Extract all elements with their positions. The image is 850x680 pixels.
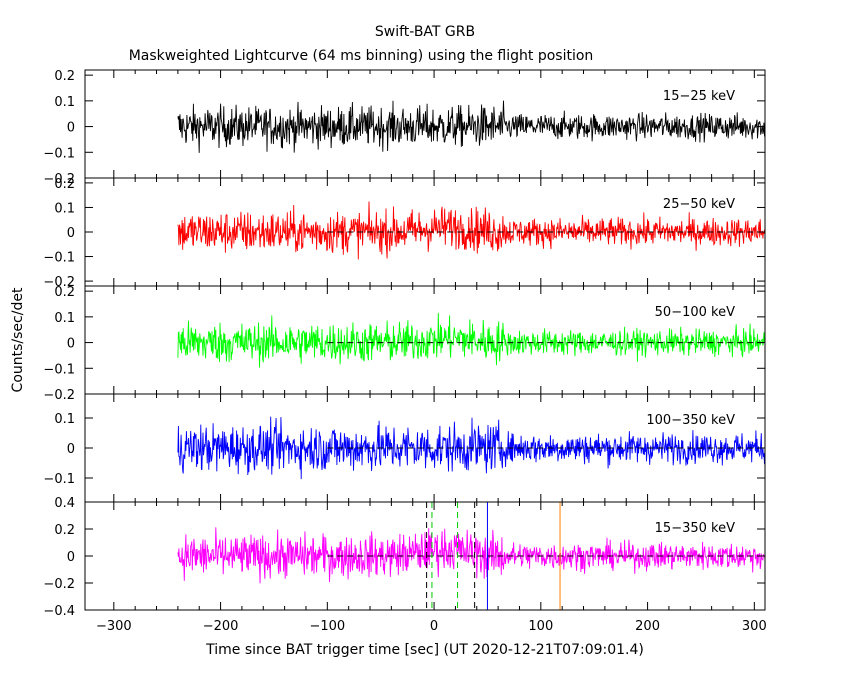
x-tick-label: 0	[430, 619, 438, 634]
y-tick-label: 0.2	[54, 285, 75, 300]
y-tick-label: −0.2	[43, 172, 75, 187]
panel-2: 0.2 0.1 0 −0.1 −0.2 25−50 keV	[43, 177, 766, 290]
panel-3: 0.2 0.1 0 −0.1 −0.2 50−100 keV	[43, 285, 766, 403]
y-axis-label: Counts/sec/det	[10, 287, 26, 392]
x-tick-label: 300	[742, 619, 767, 634]
y-tick-label: 0.4	[54, 496, 75, 511]
x-tick-label: −200	[203, 619, 239, 634]
band-label-4: 100−350 keV	[646, 413, 735, 428]
x-tick-label: 200	[635, 619, 660, 634]
chart-title: Swift-BAT GRB	[375, 24, 475, 40]
y-tick-label: −0.1	[43, 251, 75, 266]
panel-1: 0.2 0.1 0 −0.1 −0.2 15−25 keV	[43, 69, 766, 187]
y-tick-label: −0.2	[43, 577, 75, 592]
y-tick-label: −0.4	[43, 604, 75, 619]
y-tick-label: 0.1	[54, 201, 75, 216]
y-tick-label: 0.1	[54, 412, 75, 427]
y-tick-label: −0.1	[43, 146, 75, 161]
x-tick-label: 100	[528, 619, 553, 634]
y-tick-label: 0	[67, 226, 75, 241]
y-tick-label: −0.2	[43, 388, 75, 403]
x-axis-label: Time since BAT trigger time [sec] (UT 20…	[205, 642, 644, 658]
lightcurve-series-4	[177, 416, 765, 480]
x-tick-label: −100	[309, 619, 345, 634]
y-tick-label: 0	[67, 442, 75, 457]
y-tick-label: 0.1	[54, 95, 75, 110]
lightcurve-series-1	[177, 100, 765, 153]
y-tick-label: 0.2	[54, 177, 75, 192]
y-tick-label: 0.1	[54, 311, 75, 326]
band-label-1: 15−25 keV	[663, 89, 735, 104]
x-tick-label: −300	[96, 619, 132, 634]
panel-4: 0.1 0 −0.1 100−350 keV	[43, 393, 766, 503]
y-tick-label: 0	[67, 337, 75, 352]
band-label-2: 25−50 keV	[663, 197, 735, 212]
panels-group: 0.2 0.1 0 −0.1 −0.2 15−25 keV 0.2 0.1 0 −0.1 −0.2 2…	[43, 69, 766, 619]
y-tick-label: −0.1	[43, 472, 75, 487]
y-tick-label: 0.2	[54, 69, 75, 84]
y-tick-label: 0	[67, 121, 75, 136]
y-tick-label: −0.1	[43, 362, 75, 377]
band-label-3: 50−100 keV	[655, 305, 735, 320]
x-axis: −300 −200 −100 0 100 200 300	[96, 619, 767, 634]
lightcurve-series-5	[177, 527, 765, 584]
y-tick-label: 0.2	[54, 523, 75, 538]
panel-5: 0.4 0.2 0 −0.2 −0.4 15−350 keV	[43, 496, 766, 619]
panel-frame-3	[84, 285, 766, 395]
band-label-5: 15−350 keV	[655, 521, 735, 536]
y-tick-label: 0	[67, 550, 75, 565]
lightcurve-series-3	[177, 312, 765, 368]
chart-subtitle: Maskweighted Lightcurve (64 ms binning) …	[129, 48, 594, 64]
y-tick-label: −0.2	[43, 275, 75, 290]
lightcurve-series-2	[177, 201, 765, 260]
